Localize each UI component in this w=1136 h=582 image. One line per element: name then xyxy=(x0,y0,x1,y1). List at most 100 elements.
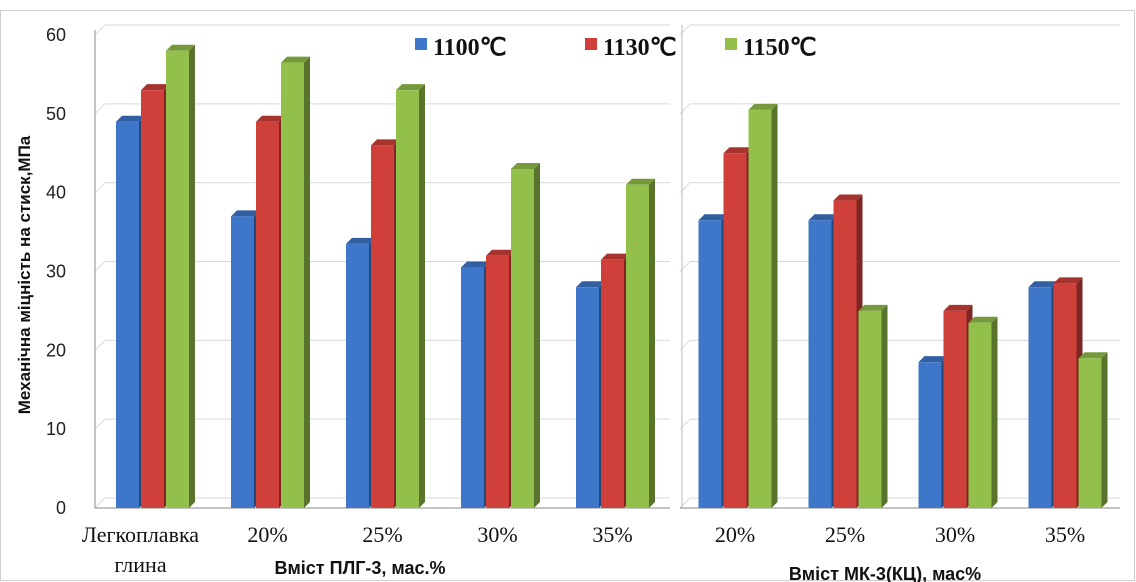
bar-side xyxy=(419,84,425,508)
bar-top xyxy=(943,304,973,311)
legend-label: 1100℃ xyxy=(433,35,507,61)
legend-swatch xyxy=(585,38,597,50)
bar-top xyxy=(1078,352,1108,359)
bar xyxy=(486,255,509,508)
bar-top xyxy=(1028,281,1058,288)
bar xyxy=(1053,283,1077,508)
legend: 1100℃ 1130℃ 1150℃ xyxy=(415,35,817,61)
bar-top xyxy=(808,214,838,221)
bar-top xyxy=(486,249,515,256)
bar xyxy=(166,50,189,509)
bar-top xyxy=(116,115,145,122)
y-tick-label: 30 xyxy=(46,262,66,282)
bar xyxy=(1028,287,1052,508)
bar-side xyxy=(189,44,195,509)
bar-top xyxy=(626,178,655,185)
bar xyxy=(346,243,369,509)
bar xyxy=(231,216,254,509)
x-tick-label: 35% xyxy=(592,522,632,547)
bar-side xyxy=(881,304,888,508)
bar-top xyxy=(601,253,630,260)
bar-top xyxy=(231,210,260,217)
y-tick-label: 50 xyxy=(46,104,66,124)
grid-diagonal xyxy=(94,261,106,272)
x-tick-label: глина xyxy=(114,552,166,577)
bar-top xyxy=(346,237,375,244)
grid-diagonal xyxy=(94,339,106,351)
bar xyxy=(698,220,722,508)
bar-top xyxy=(256,115,285,122)
legend-swatch xyxy=(725,38,737,50)
bar-side xyxy=(649,178,655,509)
bar xyxy=(281,62,304,508)
bars xyxy=(116,44,1108,509)
y-tick-label: 0 xyxy=(56,498,66,518)
bar-top xyxy=(918,356,948,363)
bar-top xyxy=(461,261,490,268)
bar xyxy=(723,153,747,508)
bar-top xyxy=(968,316,998,323)
bar-top xyxy=(748,103,778,110)
y-tick-label: 40 xyxy=(46,183,66,203)
bar-top xyxy=(141,84,170,91)
x-group-label-mk: Вміст МК-3(КЦ), мас% xyxy=(789,564,981,582)
bar xyxy=(968,322,992,508)
bar-top xyxy=(833,194,863,201)
bar xyxy=(576,287,599,508)
x-tick-label: Легкоплавка xyxy=(82,522,199,547)
bar xyxy=(601,259,624,508)
grid-diagonal xyxy=(94,24,106,36)
bar xyxy=(256,121,279,508)
grid-diagonal xyxy=(94,182,106,194)
bar xyxy=(1078,358,1102,508)
bar-top xyxy=(396,84,425,91)
bar-top xyxy=(281,56,310,63)
bar-side xyxy=(771,103,778,509)
bar-top xyxy=(698,214,728,221)
bar-side xyxy=(534,163,540,508)
bar-side xyxy=(1101,352,1108,508)
x-group-label-plg: Вміст ПЛГ-3, мас.% xyxy=(274,558,445,578)
bar xyxy=(461,267,484,508)
bar xyxy=(141,90,164,508)
legend-swatch xyxy=(415,38,427,50)
x-tick-label: 20% xyxy=(247,522,287,547)
grid-diagonal xyxy=(94,418,106,430)
x-tick-label: 25% xyxy=(825,522,865,547)
y-tick-label: 20 xyxy=(46,340,66,360)
bar xyxy=(808,220,832,508)
bar xyxy=(943,310,967,508)
bar xyxy=(918,362,942,508)
legend-label: 1130℃ xyxy=(603,35,677,61)
x-tick-label: 25% xyxy=(362,522,402,547)
bar-top xyxy=(723,147,753,154)
bar-side xyxy=(304,56,310,508)
bar-side xyxy=(991,316,998,508)
bar-top xyxy=(166,44,195,51)
bar xyxy=(626,184,649,509)
x-tick-label: 30% xyxy=(935,522,975,547)
x-tick-label: 20% xyxy=(715,522,755,547)
bar xyxy=(858,310,882,508)
y-tick-label: 10 xyxy=(46,419,66,439)
labels: Легкоплавка глина 20% 25% 30% 35% 20% 25% 30% 35%… xyxy=(82,522,1085,582)
bar-top xyxy=(858,304,888,311)
x-tick-label: 30% xyxy=(477,522,517,547)
grid-diagonal xyxy=(94,103,106,115)
bar xyxy=(748,109,772,509)
bar-top xyxy=(1053,277,1083,284)
bar xyxy=(371,145,394,508)
bar-top xyxy=(511,163,540,170)
x-tick-label: 35% xyxy=(1045,522,1085,547)
bar xyxy=(116,121,139,508)
bar-top xyxy=(576,281,605,288)
bar-top xyxy=(371,139,400,146)
legend-label: 1150℃ xyxy=(743,35,817,61)
bar xyxy=(833,200,857,509)
grid-diagonal xyxy=(94,497,106,509)
y-tick-label: 60 xyxy=(46,25,66,45)
bar xyxy=(396,90,419,508)
bar xyxy=(511,169,534,508)
y-axis-title: Механічна міцність на стиск,МПа xyxy=(15,135,34,414)
